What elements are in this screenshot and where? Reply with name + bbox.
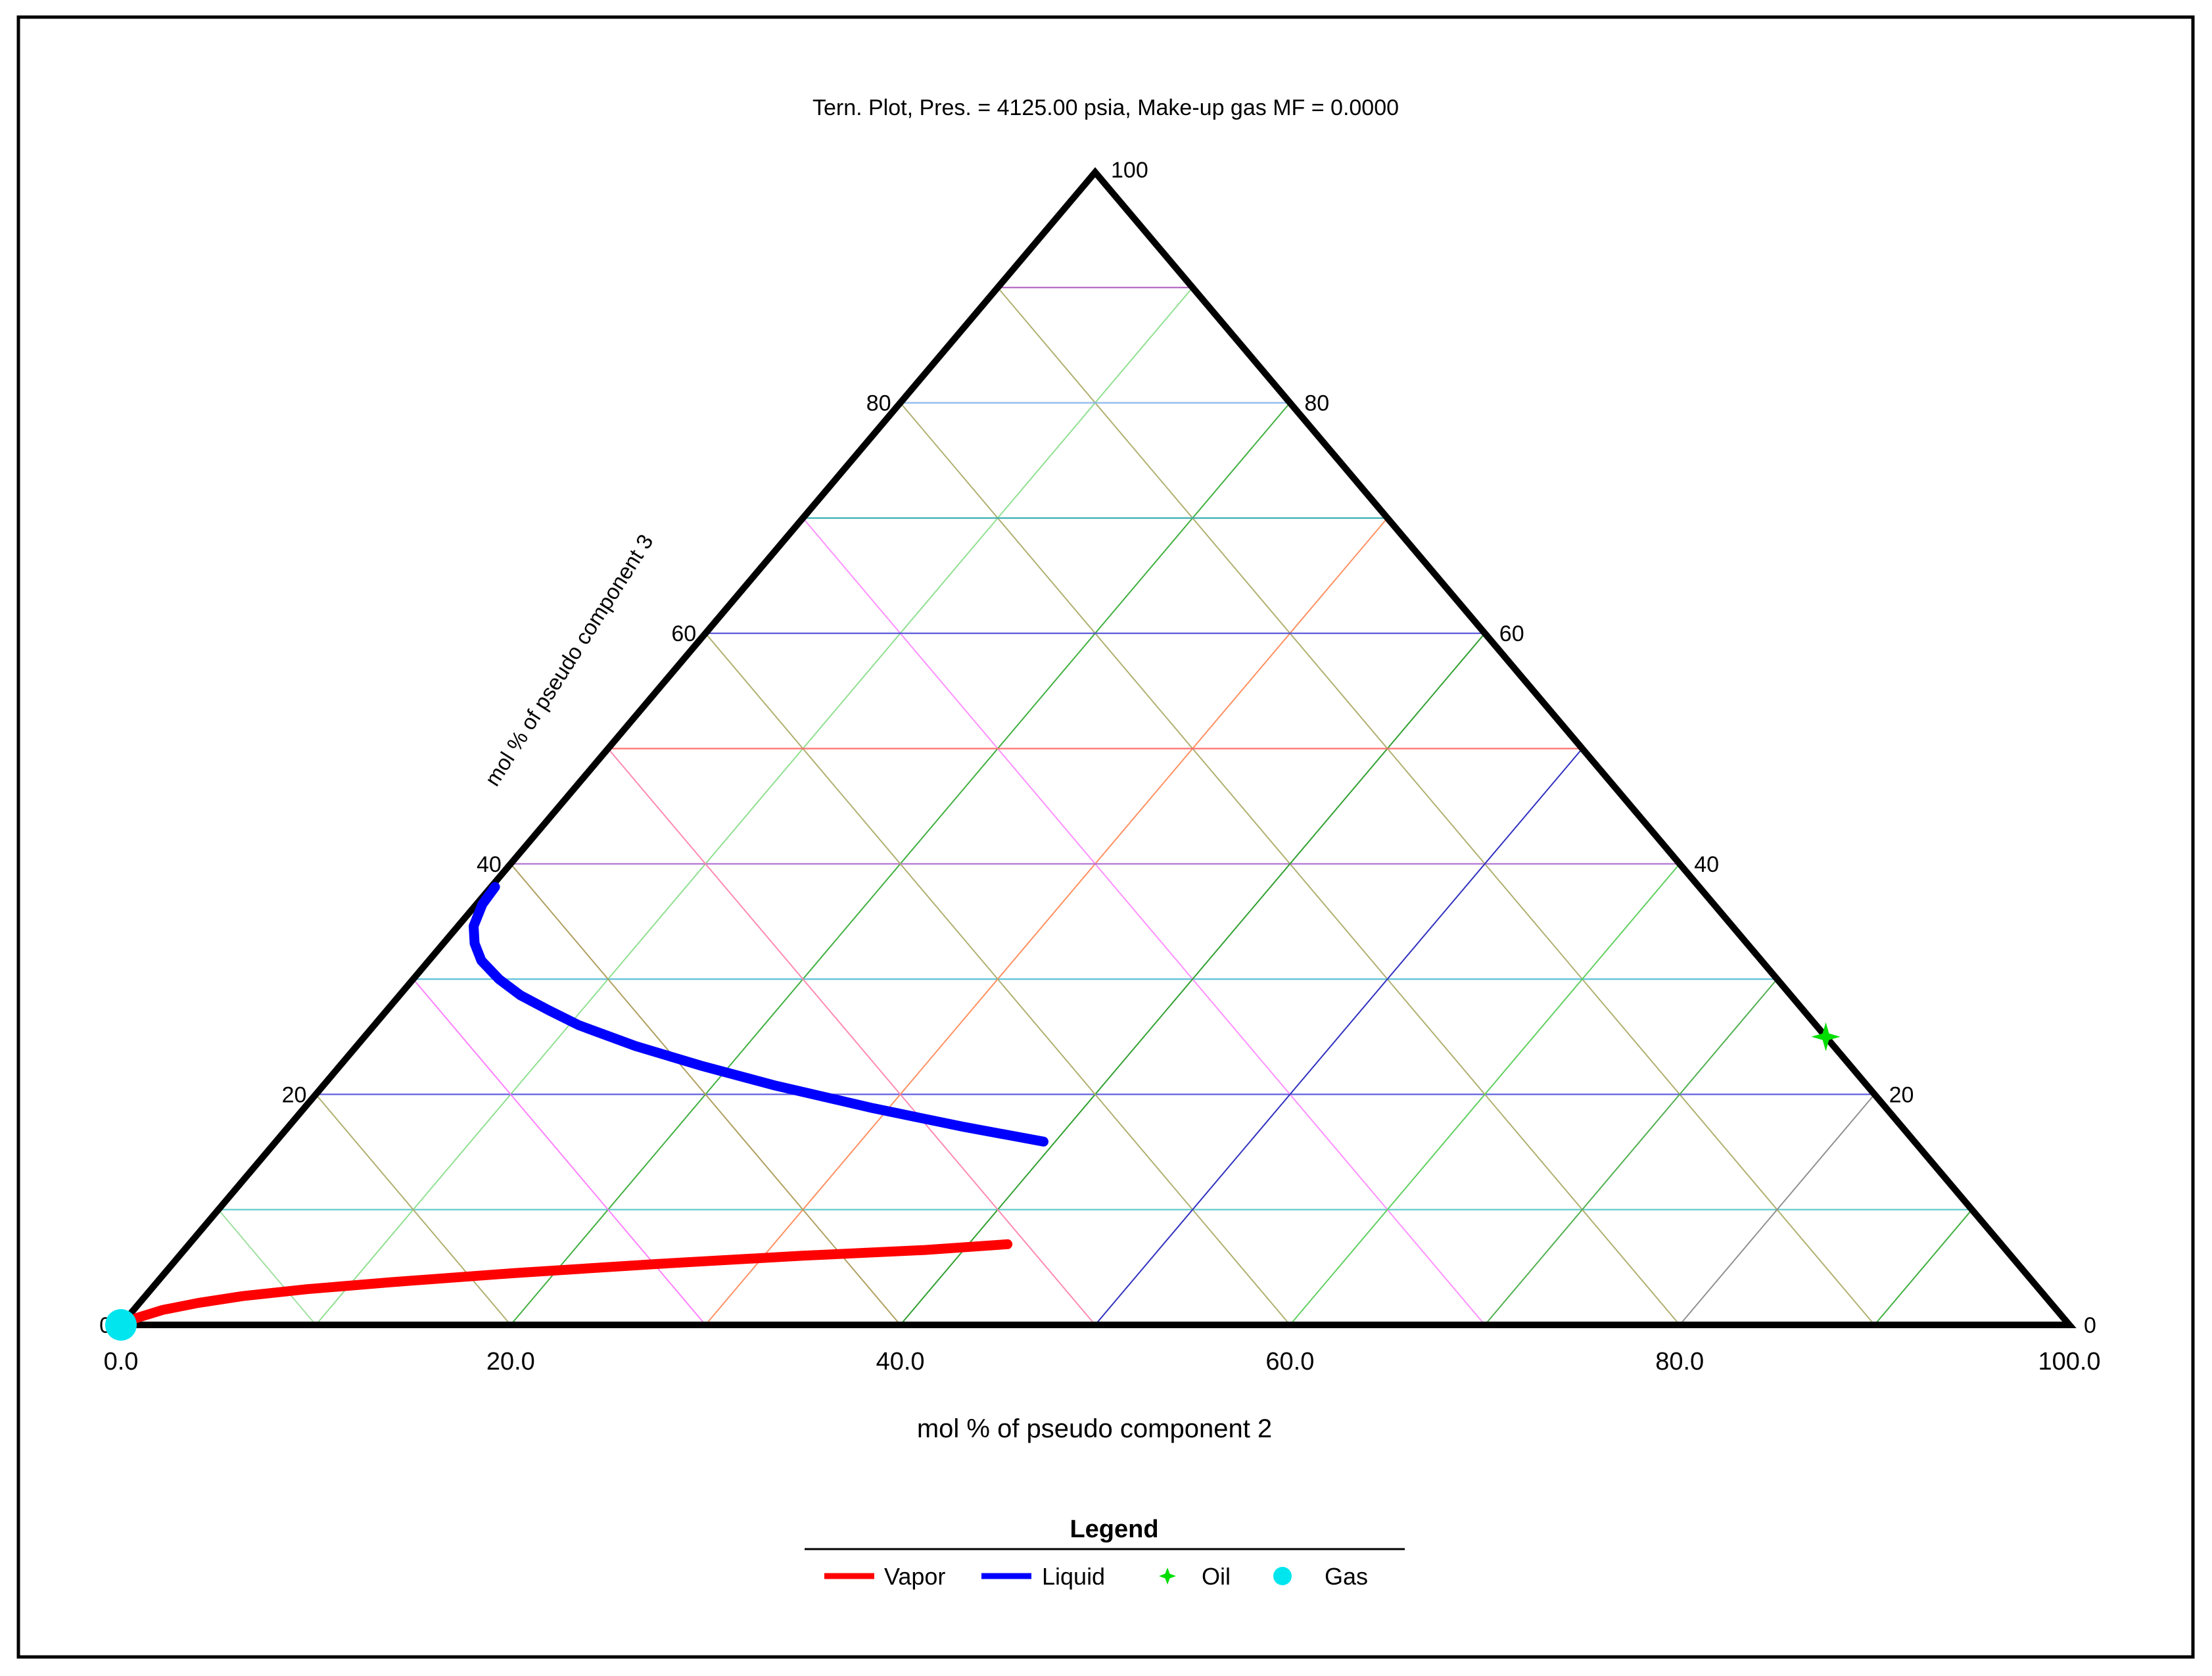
legend: Legend Vapor Liquid Oil Gas [805, 1516, 1405, 1590]
grid-line-descending [705, 517, 1388, 1326]
triangle-outline [114, 167, 2077, 1328]
grid-line-descending [315, 287, 1193, 1326]
bottom-tick-label: 20.0 [486, 1348, 535, 1376]
outer-frame [16, 15, 2195, 1659]
left-tick-label: 60 [671, 621, 696, 646]
legend-gas-swatch [1273, 1567, 1292, 1585]
legend-title: Legend [1070, 1516, 1158, 1543]
chart-title: Tern. Plot, Pres. = 4125.00 psia, Make-u… [812, 95, 1399, 120]
bottom-tick-label: 80.0 [1655, 1348, 1704, 1376]
legend-gas-label: Gas [1325, 1563, 1368, 1590]
left-tick-label: 100 [1111, 158, 1148, 183]
grid-line-ascending [607, 748, 1096, 1326]
right-tick-label: 60 [1499, 621, 1524, 646]
grid-line-ascending [997, 287, 1875, 1326]
gas-point-marker [105, 1309, 137, 1341]
liquid-series-line [469, 882, 1048, 1147]
vapor-series-line [116, 1239, 1013, 1330]
bottom-tick-label: 0.0 [104, 1348, 139, 1376]
bottom-tick-label: 40.0 [876, 1348, 925, 1376]
legend-oil-swatch [1159, 1568, 1176, 1585]
data-series [105, 882, 1841, 1341]
grid-line-ascending [218, 1209, 317, 1326]
right-tick-label: 20 [1889, 1082, 1914, 1107]
bottom-tick-label: 100.0 [2038, 1348, 2100, 1376]
grid-line-ascending [315, 1093, 511, 1326]
grid-line-ascending [510, 863, 901, 1326]
grid-line-descending [1484, 978, 1778, 1326]
right-tick-label: 40 [1694, 852, 1719, 877]
legend-liquid-label: Liquid [1042, 1563, 1105, 1590]
left-tick-label: 40 [477, 852, 502, 877]
right-tick-label: 0 [2084, 1313, 2096, 1338]
bottom-axis-label: mol % of pseudo component 2 [917, 1414, 1272, 1443]
grid-line-descending [1873, 1209, 1973, 1326]
grid-line-descending [1679, 1093, 1875, 1326]
left-tick-label: 80 [866, 391, 891, 416]
legend-entries: Vapor Liquid Oil Gas [824, 1563, 1368, 1590]
bottom-tick-label: 60.0 [1265, 1348, 1314, 1376]
oil-point-marker [1811, 1022, 1841, 1051]
left-tick-label: 20 [282, 1082, 307, 1107]
grid-lines [218, 287, 1973, 1326]
grid-line-descending [1289, 863, 1680, 1326]
grid-line-ascending [802, 517, 1486, 1326]
right-tick-label: 80 [1304, 391, 1329, 416]
legend-oil-label: Oil [1202, 1563, 1231, 1590]
grid-line-descending [1094, 748, 1583, 1326]
legend-vapor-label: Vapor [884, 1563, 945, 1590]
triangle-frame [114, 167, 2077, 1328]
